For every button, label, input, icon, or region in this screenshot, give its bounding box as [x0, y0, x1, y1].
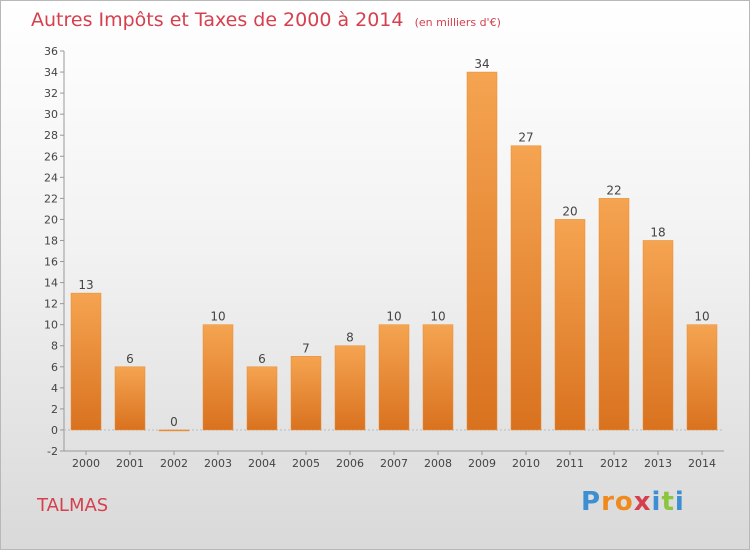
- x-tick-label-2014: 2014: [688, 457, 716, 470]
- y-tick-label: 26: [44, 150, 58, 163]
- bar-2009: [466, 71, 498, 431]
- logo-letter: x: [633, 487, 652, 517]
- data-label-2002: 0: [170, 415, 178, 429]
- proxiti-logo[interactable]: Proxiti: [581, 487, 685, 517]
- x-tick-label-2006: 2006: [336, 457, 364, 470]
- bar-2010: [510, 145, 542, 431]
- x-tick-label-2009: 2009: [468, 457, 496, 470]
- y-tick-label: 28: [44, 129, 58, 142]
- bar-2005: [290, 356, 322, 431]
- bar-2007: [378, 324, 410, 431]
- bar-2003: [202, 324, 234, 431]
- data-label-2011: 20: [562, 204, 577, 218]
- data-label-2006: 8: [346, 331, 354, 345]
- data-label-2008: 10: [430, 310, 445, 324]
- y-tick-label: -2: [47, 445, 58, 458]
- y-tick-label: 36: [44, 45, 58, 58]
- place-name: TALMAS: [37, 495, 109, 516]
- data-label-2003: 10: [210, 310, 225, 324]
- bar-2002: [158, 429, 190, 432]
- y-tick-label: 6: [51, 361, 58, 374]
- bar-2001: [114, 366, 146, 431]
- y-tick-label: 8: [51, 340, 58, 353]
- y-tick-label: 12: [44, 298, 58, 311]
- data-label-2012: 22: [606, 183, 621, 197]
- bar-2000: [70, 292, 102, 431]
- y-tick-label: 30: [44, 108, 58, 121]
- y-tick-label: 2: [51, 403, 58, 416]
- bar-2004: [246, 366, 278, 431]
- bar-2008: [422, 324, 454, 431]
- y-tick-label: 20: [44, 213, 58, 226]
- y-tick-label: 18: [44, 234, 58, 247]
- x-tick-label-2001: 2001: [116, 457, 144, 470]
- y-tick-label: 32: [44, 87, 58, 100]
- data-label-2009: 34: [474, 57, 489, 71]
- logo-letter: i: [674, 487, 685, 517]
- x-tick-label-2002: 2002: [160, 457, 188, 470]
- y-tick-label: 22: [44, 192, 58, 205]
- bar-2006: [334, 345, 366, 431]
- x-tick-label-2013: 2013: [644, 457, 672, 470]
- chart-title-text: Autres Impôts et Taxes de 2000 à 2014: [31, 9, 404, 31]
- x-tick-label-2011: 2011: [556, 457, 584, 470]
- data-label-2010: 27: [518, 131, 533, 145]
- x-tick-label-2003: 2003: [204, 457, 232, 470]
- bar-2014: [686, 324, 718, 431]
- data-label-2004: 6: [258, 352, 266, 366]
- y-tick-label: 24: [44, 171, 58, 184]
- x-tick-label-2008: 2008: [424, 457, 452, 470]
- data-label-2013: 18: [650, 225, 665, 239]
- data-label-2000: 13: [78, 278, 93, 292]
- x-tick-label-2000: 2000: [72, 457, 100, 470]
- chart-unit-text: (en milliers d'€): [414, 16, 501, 29]
- x-tick-label-2007: 2007: [380, 457, 408, 470]
- bar-2012: [598, 198, 630, 431]
- logo-letter: P: [581, 487, 602, 517]
- logo-letter: i: [651, 487, 662, 517]
- y-tick-label: 10: [44, 319, 58, 332]
- data-label-2007: 10: [386, 310, 401, 324]
- chart-title: Autres Impôts et Taxes de 2000 à 2014 (e…: [31, 9, 501, 31]
- y-tick-label: 16: [44, 256, 58, 269]
- logo-letter: o: [614, 487, 634, 517]
- data-label-2001: 6: [126, 352, 134, 366]
- y-tick-label: 14: [44, 277, 58, 290]
- x-tick-label-2010: 2010: [512, 457, 540, 470]
- y-tick-label: 4: [51, 382, 58, 395]
- bar-2011: [554, 219, 586, 431]
- y-tick-label: 0: [51, 424, 58, 437]
- x-tick-label-2012: 2012: [600, 457, 628, 470]
- x-tick-label-2005: 2005: [292, 457, 320, 470]
- y-tick-label: 34: [44, 66, 58, 79]
- logo-letter: t: [661, 487, 675, 517]
- x-tick-label-2004: 2004: [248, 457, 276, 470]
- bar-2013: [642, 240, 674, 431]
- data-label-2005: 7: [302, 341, 310, 355]
- data-label-2014: 10: [694, 310, 709, 324]
- logo-letter: r: [601, 487, 615, 517]
